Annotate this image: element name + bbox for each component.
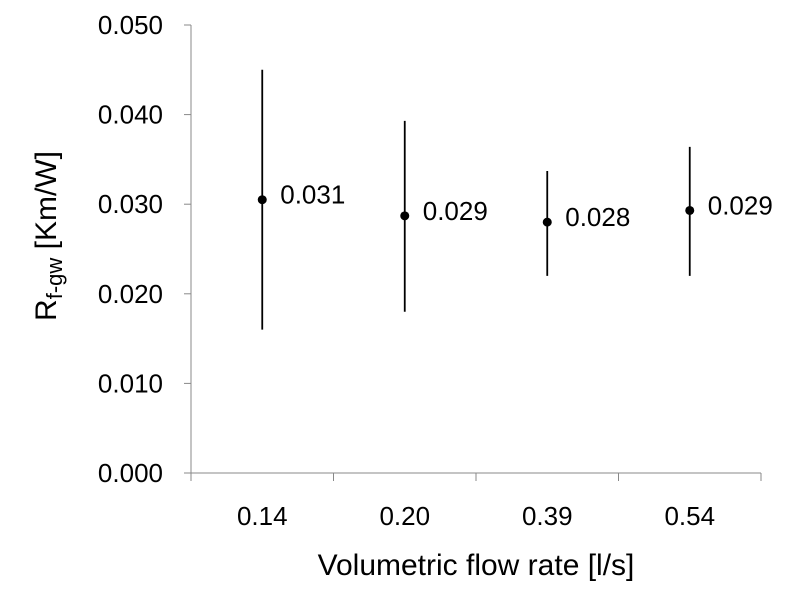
y-ticks: 0.000 0.010 0.020 0.030 0.040 0.050 xyxy=(98,10,191,488)
y-tick-label: 0.000 xyxy=(98,458,163,488)
data-point xyxy=(542,217,552,227)
data-label: 0.028 xyxy=(565,202,630,232)
x-tick-label: 0.20 xyxy=(379,501,430,531)
x-tick-label: 0.39 xyxy=(522,501,573,531)
data-point xyxy=(400,211,410,221)
data-point xyxy=(685,205,695,215)
data-label: 0.029 xyxy=(423,196,488,226)
y-tick-label: 0.050 xyxy=(98,10,163,40)
data-label: 0.031 xyxy=(280,180,345,210)
y-tick-label: 0.040 xyxy=(98,100,163,130)
y-axis-title: Rf-gw [Km/W] xyxy=(30,151,67,321)
x-ticks: 0.14 0.20 0.39 0.54 xyxy=(190,473,762,531)
x-axis-title: Volumetric flow rate [l/s] xyxy=(318,549,635,582)
y-tick-label: 0.010 xyxy=(98,368,163,398)
x-tick-label: 0.54 xyxy=(664,501,715,531)
y-axis-title-main: R xyxy=(30,299,63,321)
data-points: 0.031 0.029 0.028 0.029 xyxy=(257,69,773,330)
y-axis-title-unit: [Km/W] xyxy=(30,151,63,258)
y-axis-title-subscript: f-gw xyxy=(42,258,67,300)
y-tick-label: 0.020 xyxy=(98,279,163,309)
y-tick-label: 0.030 xyxy=(98,189,163,219)
data-label: 0.029 xyxy=(708,190,773,220)
data-point xyxy=(257,195,267,205)
x-tick-label: 0.14 xyxy=(237,501,288,531)
